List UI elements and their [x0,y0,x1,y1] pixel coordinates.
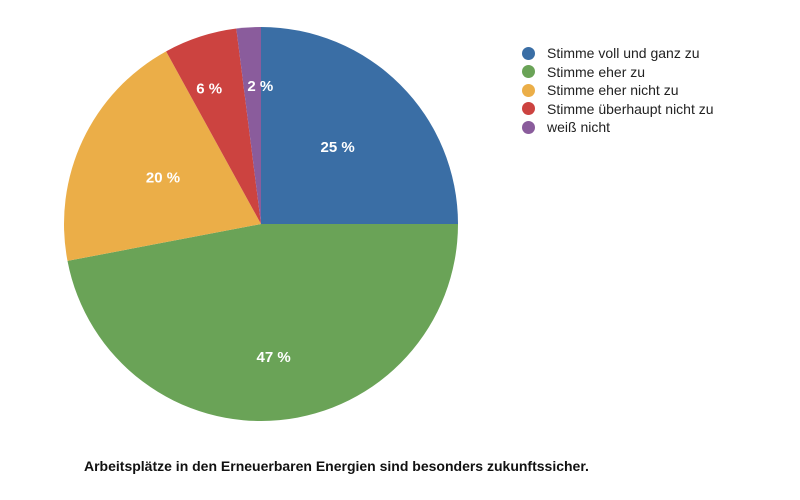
pie-slice-stimme-voll-und-ganz-zu [261,27,458,224]
legend-swatch [522,65,535,78]
legend-item-stimme-ueberhaupt-nicht-zu: Stimme überhaupt nicht zu [522,100,714,118]
pie-slice-stimme-eher-zu [67,224,458,421]
pie-slice-stimme-eher-nicht-zu [64,51,261,261]
pie-slice-weiss-nicht [236,27,261,224]
legend-swatch [522,102,535,115]
legend-label: Stimme voll und ganz zu [547,45,700,61]
legend-item-stimme-eher-zu: Stimme eher zu [522,63,714,81]
legend-label: Stimme eher zu [547,63,646,80]
legend-swatch [522,46,535,60]
legend: Stimme voll und ganz zu Stimme eher zu Sti… [522,44,714,137]
legend-label: weiß nicht [547,119,611,135]
legend-swatch [522,83,535,97]
slice-label-stimme-ueberhaupt-nicht-zu: 6 % [196,81,222,98]
chart-caption: Arbeitsplätze in den Erneuerbaren Energi… [84,458,589,474]
legend-item-weiss-nicht: weiß nicht [522,118,714,136]
legend-item-stimme-eher-nicht-zu: Stimme eher nicht zu [522,81,714,99]
slice-label-stimme-eher-nicht-zu: 20 % [146,169,180,186]
slice-label-stimme-voll-und-ganz-zu: 25 % [321,139,355,156]
legend-swatch [522,120,535,134]
slice-label-stimme-eher-zu: 47 % [257,349,291,366]
legend-item-stimme-voll-und-ganz-zu: Stimme voll und ganz zu [522,44,714,62]
slice-label-weiss-nicht: 2 % [247,78,273,95]
legend-label: Stimme überhaupt nicht zu [547,100,714,117]
legend-label: Stimme eher nicht zu [547,82,679,98]
pie-slice-stimme-ueberhaupt-nicht-zu [166,28,261,224]
